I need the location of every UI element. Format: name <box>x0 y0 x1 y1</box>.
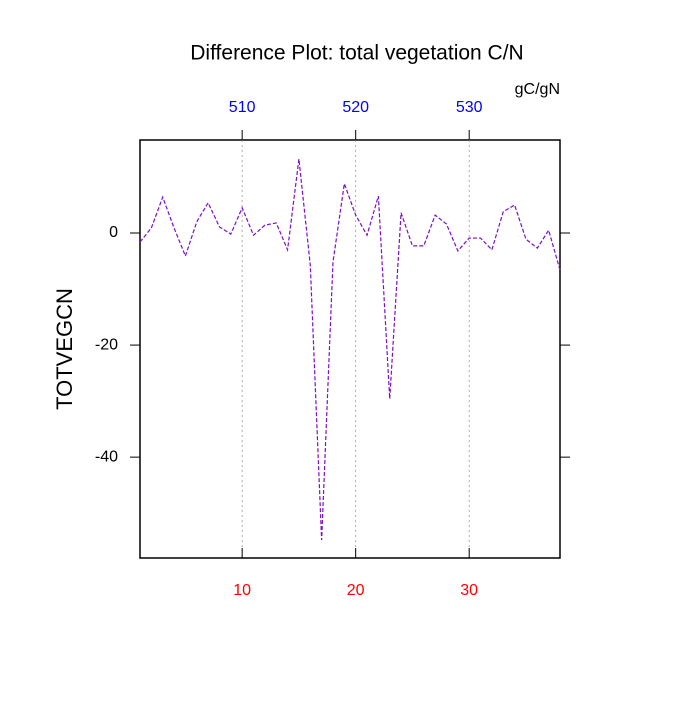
chart-title: Difference Plot: total vegetation C/N <box>190 42 523 65</box>
data-line <box>139 158 561 541</box>
y-axis-label: TOTVEGCN <box>52 288 77 410</box>
x2-tick-label: 510 <box>229 99 256 116</box>
y-tick-label: -20 <box>95 336 118 353</box>
plot-frame <box>139 139 561 559</box>
y-tick-label: 0 <box>109 224 118 241</box>
x-tick-label: 10 <box>233 582 251 599</box>
x2-tick-label: 520 <box>342 99 369 116</box>
x2-tick-label: 530 <box>456 99 483 116</box>
x-tick-label: 30 <box>460 582 478 599</box>
x-tick-label: 20 <box>347 582 365 599</box>
y-tick-label: -40 <box>95 448 118 465</box>
units-label: gC/gN <box>515 81 560 98</box>
